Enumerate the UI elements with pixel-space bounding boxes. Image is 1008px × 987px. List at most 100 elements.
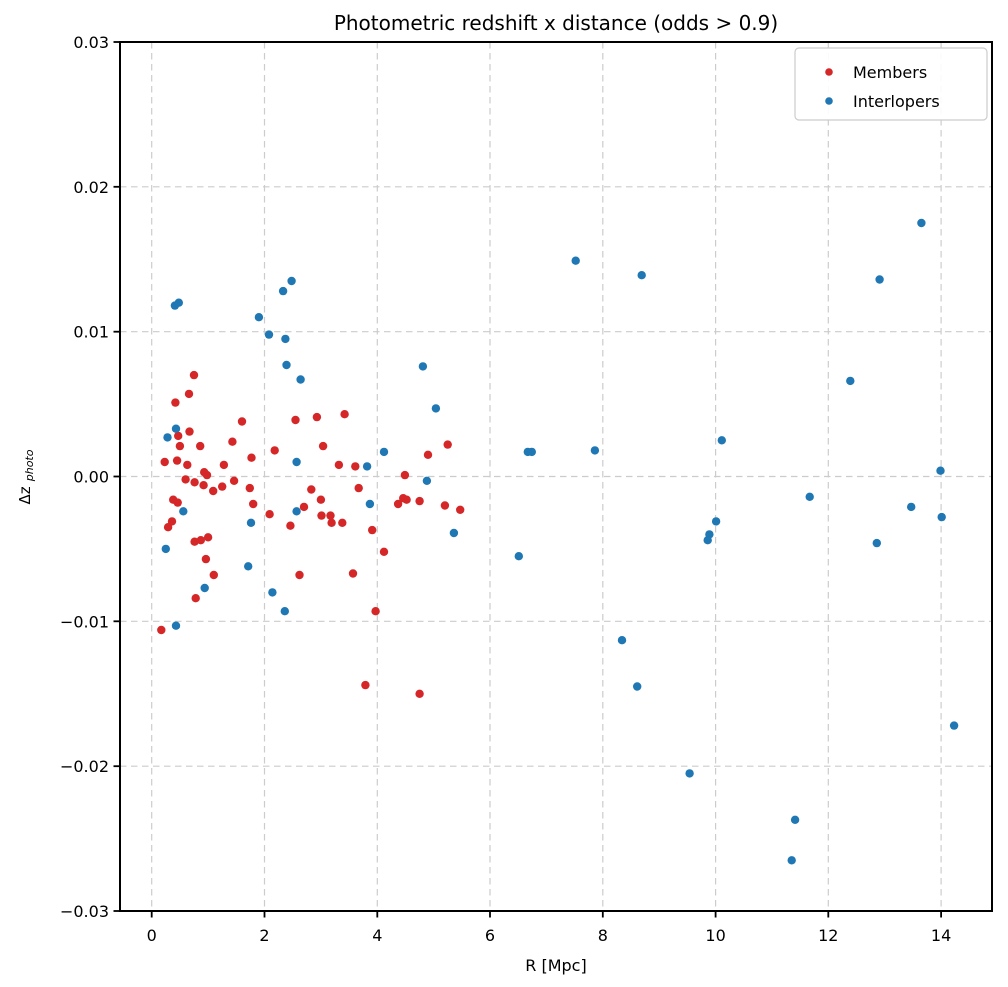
- data-point-interlopers: [872, 538, 881, 548]
- grid-layer: [120, 41, 992, 912]
- data-point-members: [338, 518, 347, 527]
- data-point-interlopers: [711, 517, 721, 526]
- data-point-interlopers: [171, 424, 181, 433]
- legend-marker-interlopers: [825, 97, 833, 105]
- x-tick-label: 4: [372, 926, 382, 945]
- data-point-members: [219, 460, 229, 470]
- data-point-members: [196, 441, 205, 451]
- data-point-interlopers: [163, 433, 172, 442]
- data-point-interlopers: [282, 360, 291, 370]
- data-point-members: [202, 470, 212, 480]
- points-layer: [157, 218, 959, 865]
- data-point-interlopers: [161, 544, 170, 554]
- data-point-interlopers: [296, 375, 305, 384]
- legend-label-interlopers: Interlopers: [853, 92, 940, 111]
- data-point-members: [312, 412, 322, 422]
- data-point-members: [393, 499, 403, 509]
- data-point-interlopers: [937, 512, 946, 522]
- data-point-members: [218, 482, 227, 491]
- data-point-interlopers: [431, 404, 441, 413]
- x-tick-label: 14: [931, 926, 951, 945]
- data-point-members: [361, 680, 370, 690]
- data-point-members: [184, 389, 194, 399]
- data-point-interlopers: [917, 218, 926, 228]
- data-point-members: [291, 415, 300, 425]
- data-point-interlopers: [527, 447, 536, 457]
- data-point-members: [163, 523, 173, 532]
- data-point-members: [249, 499, 258, 509]
- data-point-members: [340, 410, 349, 419]
- data-point-members: [327, 518, 336, 527]
- data-point-members: [175, 441, 185, 451]
- data-point-members: [171, 398, 180, 407]
- data-point-interlopers: [703, 536, 712, 545]
- data-point-interlopers: [633, 682, 642, 691]
- data-point-members: [209, 486, 218, 496]
- y-tick-label: 0.01: [73, 323, 109, 342]
- data-point-members: [185, 427, 194, 436]
- x-axis-label: R [Mpc]: [525, 956, 586, 975]
- data-point-members: [368, 525, 377, 535]
- y-tick-label: 0.02: [73, 178, 109, 197]
- data-point-members: [307, 485, 316, 494]
- x-tick-label: 2: [259, 926, 269, 945]
- legend-box: [794, 47, 988, 121]
- data-point-interlopers: [179, 507, 188, 516]
- y-tick-label: −0.03: [60, 902, 109, 921]
- data-point-members: [209, 570, 218, 580]
- data-point-members: [247, 453, 256, 462]
- data-point-members: [316, 495, 326, 504]
- data-point-members: [199, 481, 208, 490]
- data-point-interlopers: [805, 492, 814, 501]
- data-point-members: [351, 462, 360, 471]
- data-point-members: [423, 450, 433, 459]
- data-point-members: [189, 370, 199, 380]
- data-point-members: [379, 547, 389, 556]
- data-point-members: [190, 478, 199, 487]
- legend: Members Interlopers: [794, 47, 988, 121]
- data-point-members: [174, 431, 183, 441]
- data-point-interlopers: [422, 476, 432, 485]
- data-point-interlopers: [365, 499, 375, 509]
- data-point-interlopers: [790, 815, 800, 824]
- data-point-interlopers: [936, 466, 945, 475]
- y-tick-label: −0.01: [60, 612, 109, 631]
- y-axis-label: Δz photo: [15, 449, 36, 504]
- data-point-interlopers: [174, 298, 183, 307]
- legend-label-members: Members: [853, 63, 927, 82]
- data-point-interlopers: [685, 769, 694, 778]
- data-point-members: [157, 625, 166, 635]
- data-point-members: [295, 570, 304, 580]
- data-point-members: [326, 511, 335, 520]
- data-point-members: [318, 441, 328, 451]
- data-point-interlopers: [379, 447, 389, 457]
- data-point-interlopers: [590, 446, 600, 455]
- data-point-members: [203, 533, 213, 542]
- data-point-interlopers: [278, 286, 288, 296]
- data-point-interlopers: [287, 276, 296, 286]
- data-point-interlopers: [264, 330, 274, 339]
- data-point-interlopers: [281, 334, 290, 344]
- data-point-interlopers: [254, 313, 264, 322]
- data-point-interlopers: [637, 271, 646, 280]
- data-point-members: [402, 495, 411, 504]
- y-tick-label: 0.03: [73, 33, 109, 52]
- x-tick-label: 12: [818, 926, 838, 945]
- data-point-interlopers: [292, 507, 301, 516]
- data-point-interlopers: [617, 636, 627, 645]
- data-point-interlopers: [949, 721, 959, 730]
- tick-labels-layer: 0 2 4 6 8 10 12 14 0.03 0.02 0.01 0.00 −0.01 −0.02 −0.…: [60, 33, 951, 945]
- data-point-members: [415, 496, 424, 506]
- data-point-interlopers: [246, 518, 256, 527]
- data-point-members: [456, 505, 465, 514]
- data-point-interlopers: [268, 588, 277, 597]
- ticks-layer: [113, 41, 942, 918]
- data-point-interlopers: [244, 562, 253, 571]
- data-point-members: [440, 501, 450, 510]
- data-point-members: [354, 483, 363, 493]
- x-tick-label: 10: [705, 926, 725, 945]
- data-point-members: [201, 554, 211, 564]
- data-point-members: [317, 511, 326, 520]
- y-axis-label-subscript: photo: [23, 449, 36, 482]
